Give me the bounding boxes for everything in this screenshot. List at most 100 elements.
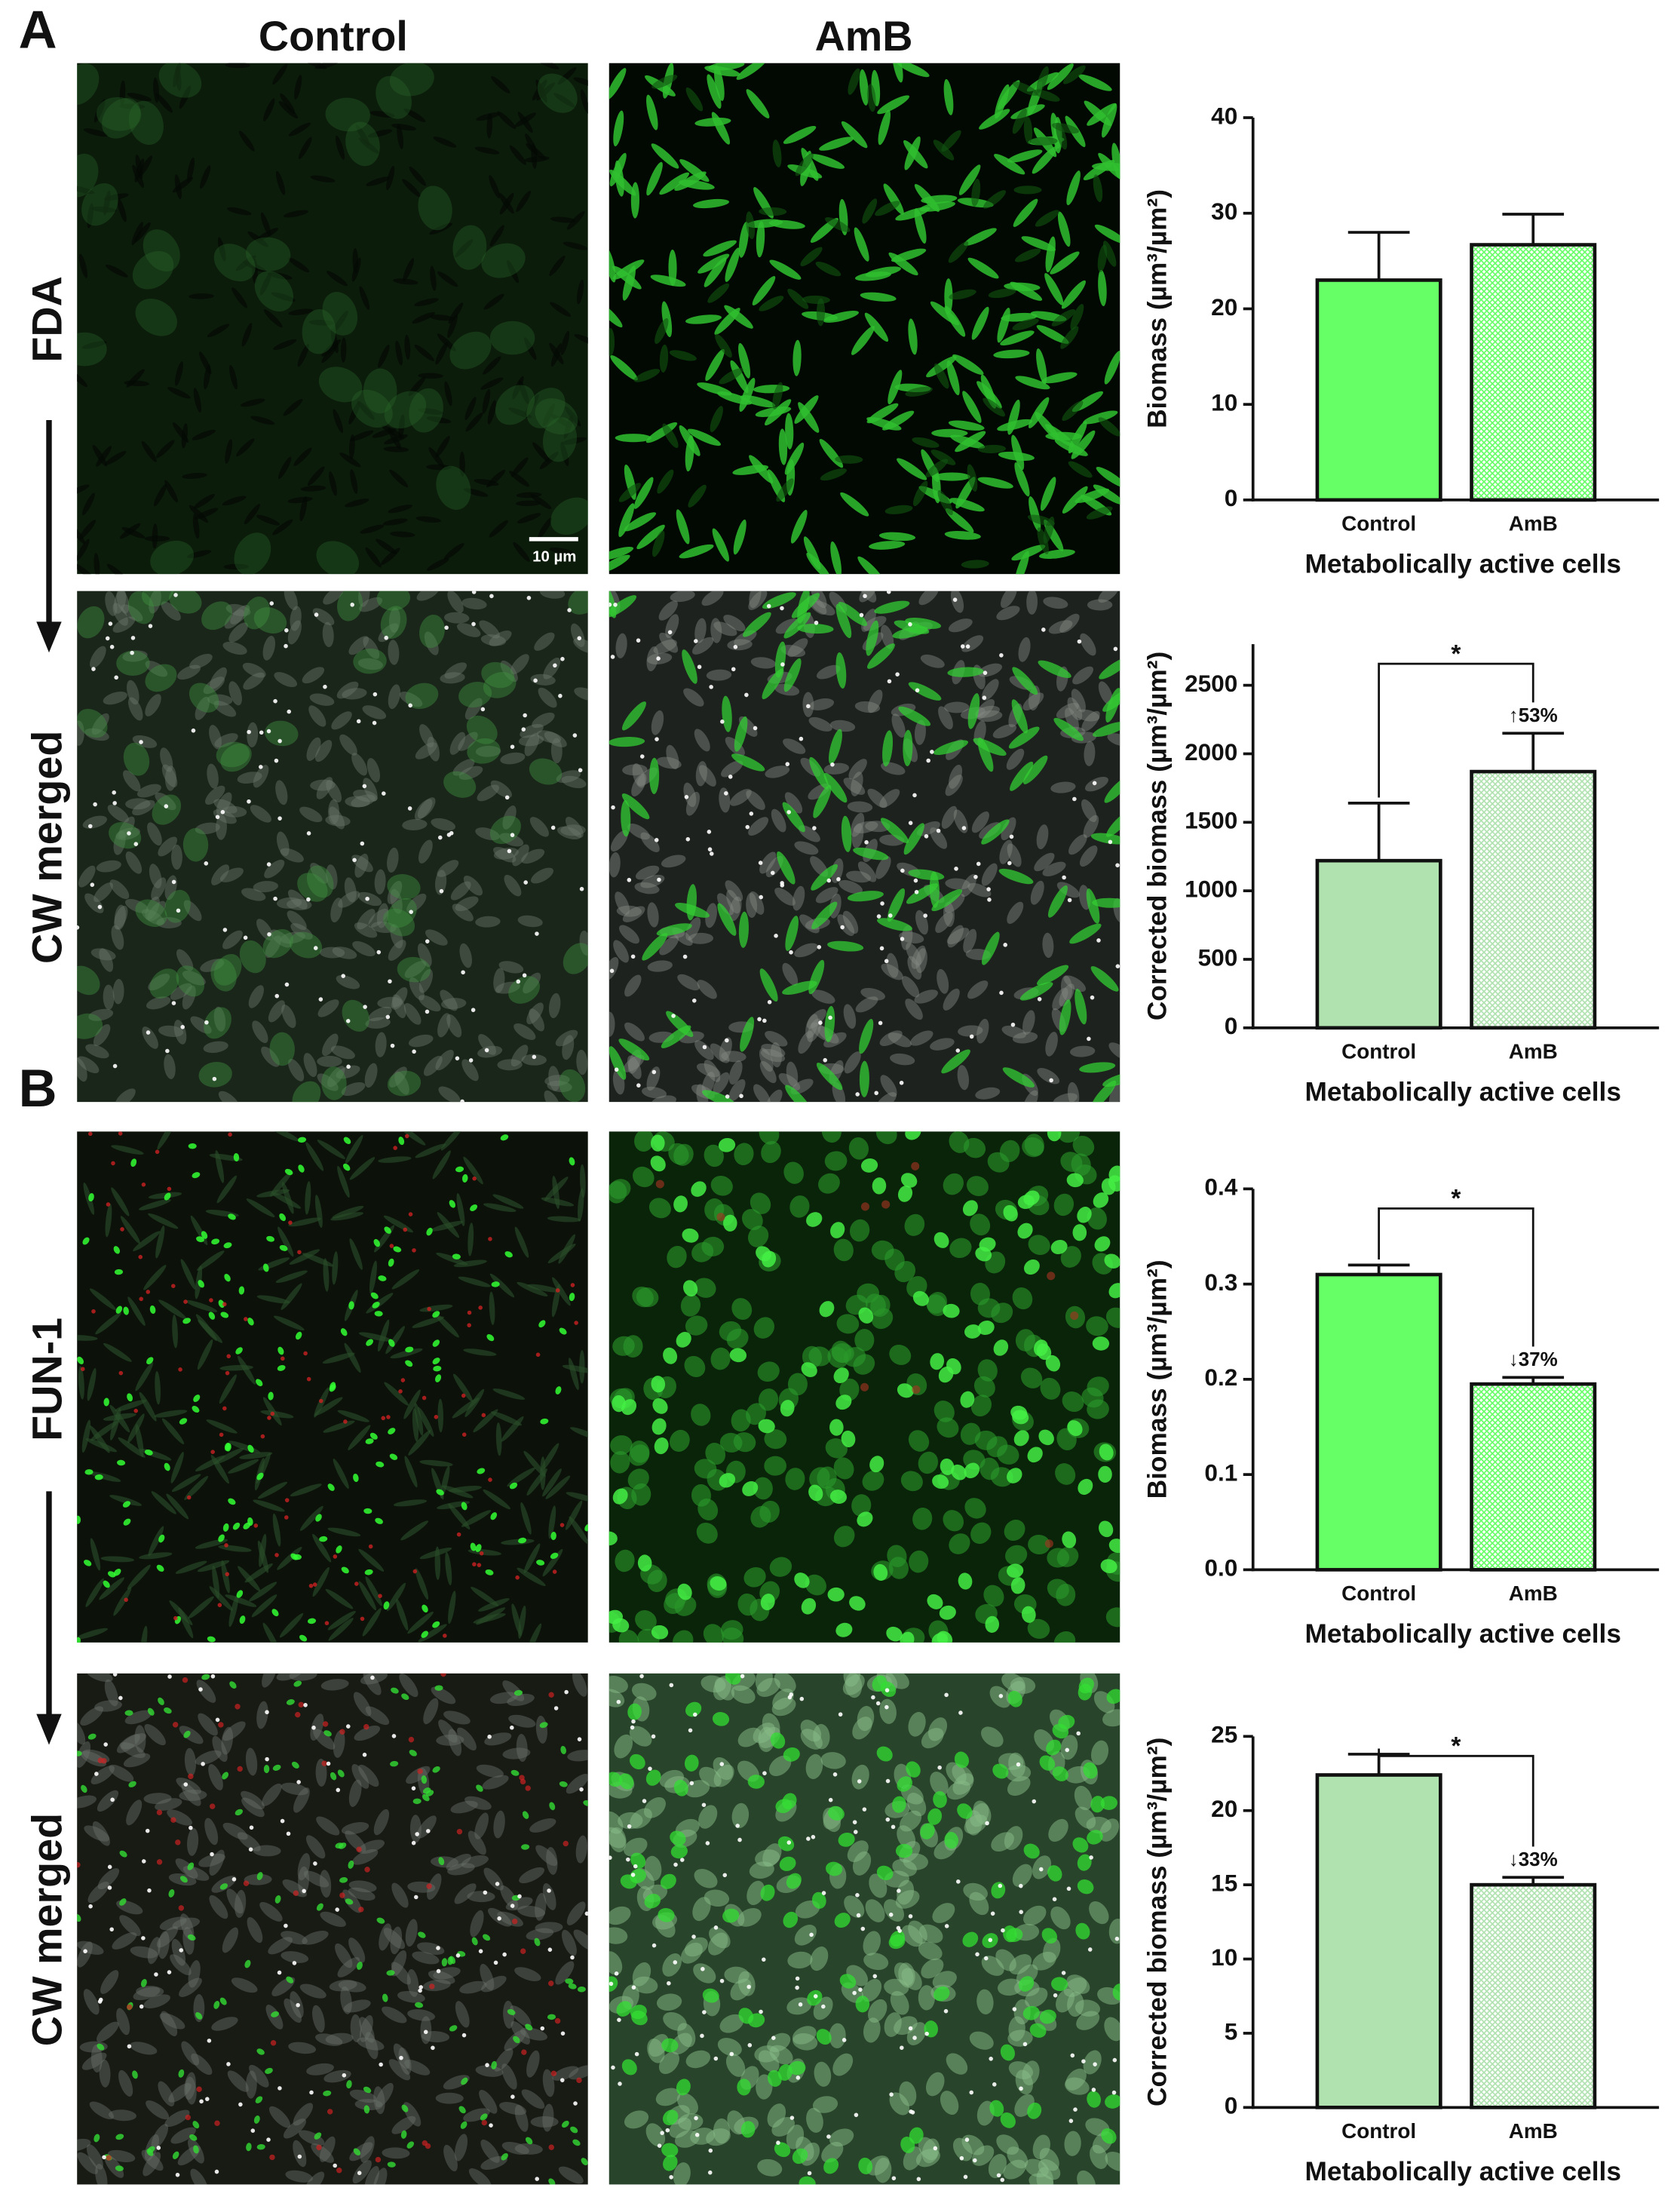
- cell: [262, 1783, 282, 1806]
- cell: [514, 1226, 529, 1258]
- cell: [746, 790, 765, 810]
- cell: [762, 1250, 777, 1268]
- cell: [277, 1970, 282, 1975]
- cell: [316, 1903, 323, 1911]
- cell: [164, 765, 176, 791]
- cell: [107, 1885, 112, 1890]
- cell: [1019, 982, 1053, 1001]
- cell: [746, 89, 770, 118]
- cell: [89, 1425, 110, 1453]
- cell: [116, 1734, 140, 1753]
- cell: [515, 500, 541, 507]
- cell: [517, 1567, 546, 1586]
- cell: [609, 1676, 628, 1694]
- cell: [127, 1296, 146, 1326]
- cell: [118, 1437, 146, 1458]
- cell: [111, 1187, 130, 1216]
- cell: [907, 956, 922, 980]
- cell: [762, 1018, 767, 1023]
- cell: [863, 594, 867, 599]
- cell: [697, 253, 730, 274]
- cell: [855, 996, 878, 1013]
- cell: [812, 826, 817, 830]
- cell: [128, 697, 143, 721]
- cell: [423, 1698, 439, 1725]
- cell: [1101, 103, 1117, 138]
- cell: [250, 805, 271, 823]
- cell: [975, 1247, 992, 1262]
- cell: [510, 2005, 532, 2027]
- cell: [356, 1846, 362, 1852]
- cell: [808, 716, 832, 732]
- cell: [789, 950, 793, 955]
- cell: [1047, 63, 1074, 91]
- cell: [792, 339, 802, 376]
- cell: [673, 1862, 678, 1867]
- cell: [550, 825, 556, 830]
- cell: [139, 1391, 157, 1422]
- cell: [803, 536, 821, 570]
- bar: [1315, 1773, 1442, 2109]
- cell: [725, 2053, 746, 2077]
- cell: [250, 2128, 256, 2133]
- cell: [408, 1430, 431, 1456]
- cell: [816, 298, 826, 327]
- cell: [812, 2096, 838, 2113]
- micrograph-background: [77, 591, 588, 1103]
- cell: [77, 332, 107, 367]
- cell: [226, 207, 252, 216]
- cell: [1048, 1818, 1068, 1842]
- cell: [952, 597, 958, 603]
- cell: [696, 1063, 721, 1078]
- cell: [1075, 1922, 1090, 1940]
- cell: [947, 667, 984, 677]
- cell: [165, 1048, 170, 1054]
- cell: [265, 2067, 273, 2074]
- cell: [450, 881, 471, 900]
- cell: [879, 789, 900, 808]
- cell: [388, 940, 406, 961]
- cell: [495, 981, 520, 994]
- cell: [173, 593, 178, 597]
- cell: [840, 492, 869, 517]
- cell: [560, 2031, 566, 2036]
- cell: [573, 638, 588, 654]
- cell: [495, 385, 535, 425]
- cell: [325, 97, 370, 132]
- cell: [609, 247, 616, 283]
- cell: [532, 1054, 537, 1060]
- cell: [1098, 1520, 1114, 1538]
- cell: [725, 1038, 729, 1043]
- cell: [219, 867, 244, 882]
- cell: [363, 1508, 372, 1514]
- cell: [213, 954, 242, 986]
- cell: [391, 1962, 412, 1985]
- cell: [299, 496, 308, 521]
- cell: [359, 597, 383, 612]
- cell: [134, 1725, 146, 1753]
- cell: [336, 681, 359, 699]
- cell: [145, 694, 161, 716]
- cell: [510, 1769, 520, 1776]
- cell: [1112, 2057, 1117, 2063]
- cell: [1003, 2159, 1026, 2180]
- cell: [81, 2052, 107, 2070]
- cell: [998, 1883, 1003, 1888]
- cell: [1093, 721, 1121, 738]
- cell: [434, 1685, 443, 1691]
- cell: [364, 2165, 379, 2185]
- cell: [149, 864, 162, 888]
- cell: [988, 1937, 993, 1943]
- cell: [738, 222, 749, 258]
- cell: [861, 1978, 882, 2002]
- cell: [382, 1993, 388, 2002]
- cell: [417, 797, 436, 819]
- cell: [985, 1821, 989, 1826]
- cell: [432, 1358, 440, 1365]
- panel-label: A: [19, 0, 57, 59]
- cell: [1047, 1579, 1069, 1600]
- cell: [748, 591, 768, 610]
- cell: [981, 819, 1010, 845]
- cell: [684, 1355, 706, 1378]
- cell: [352, 858, 357, 863]
